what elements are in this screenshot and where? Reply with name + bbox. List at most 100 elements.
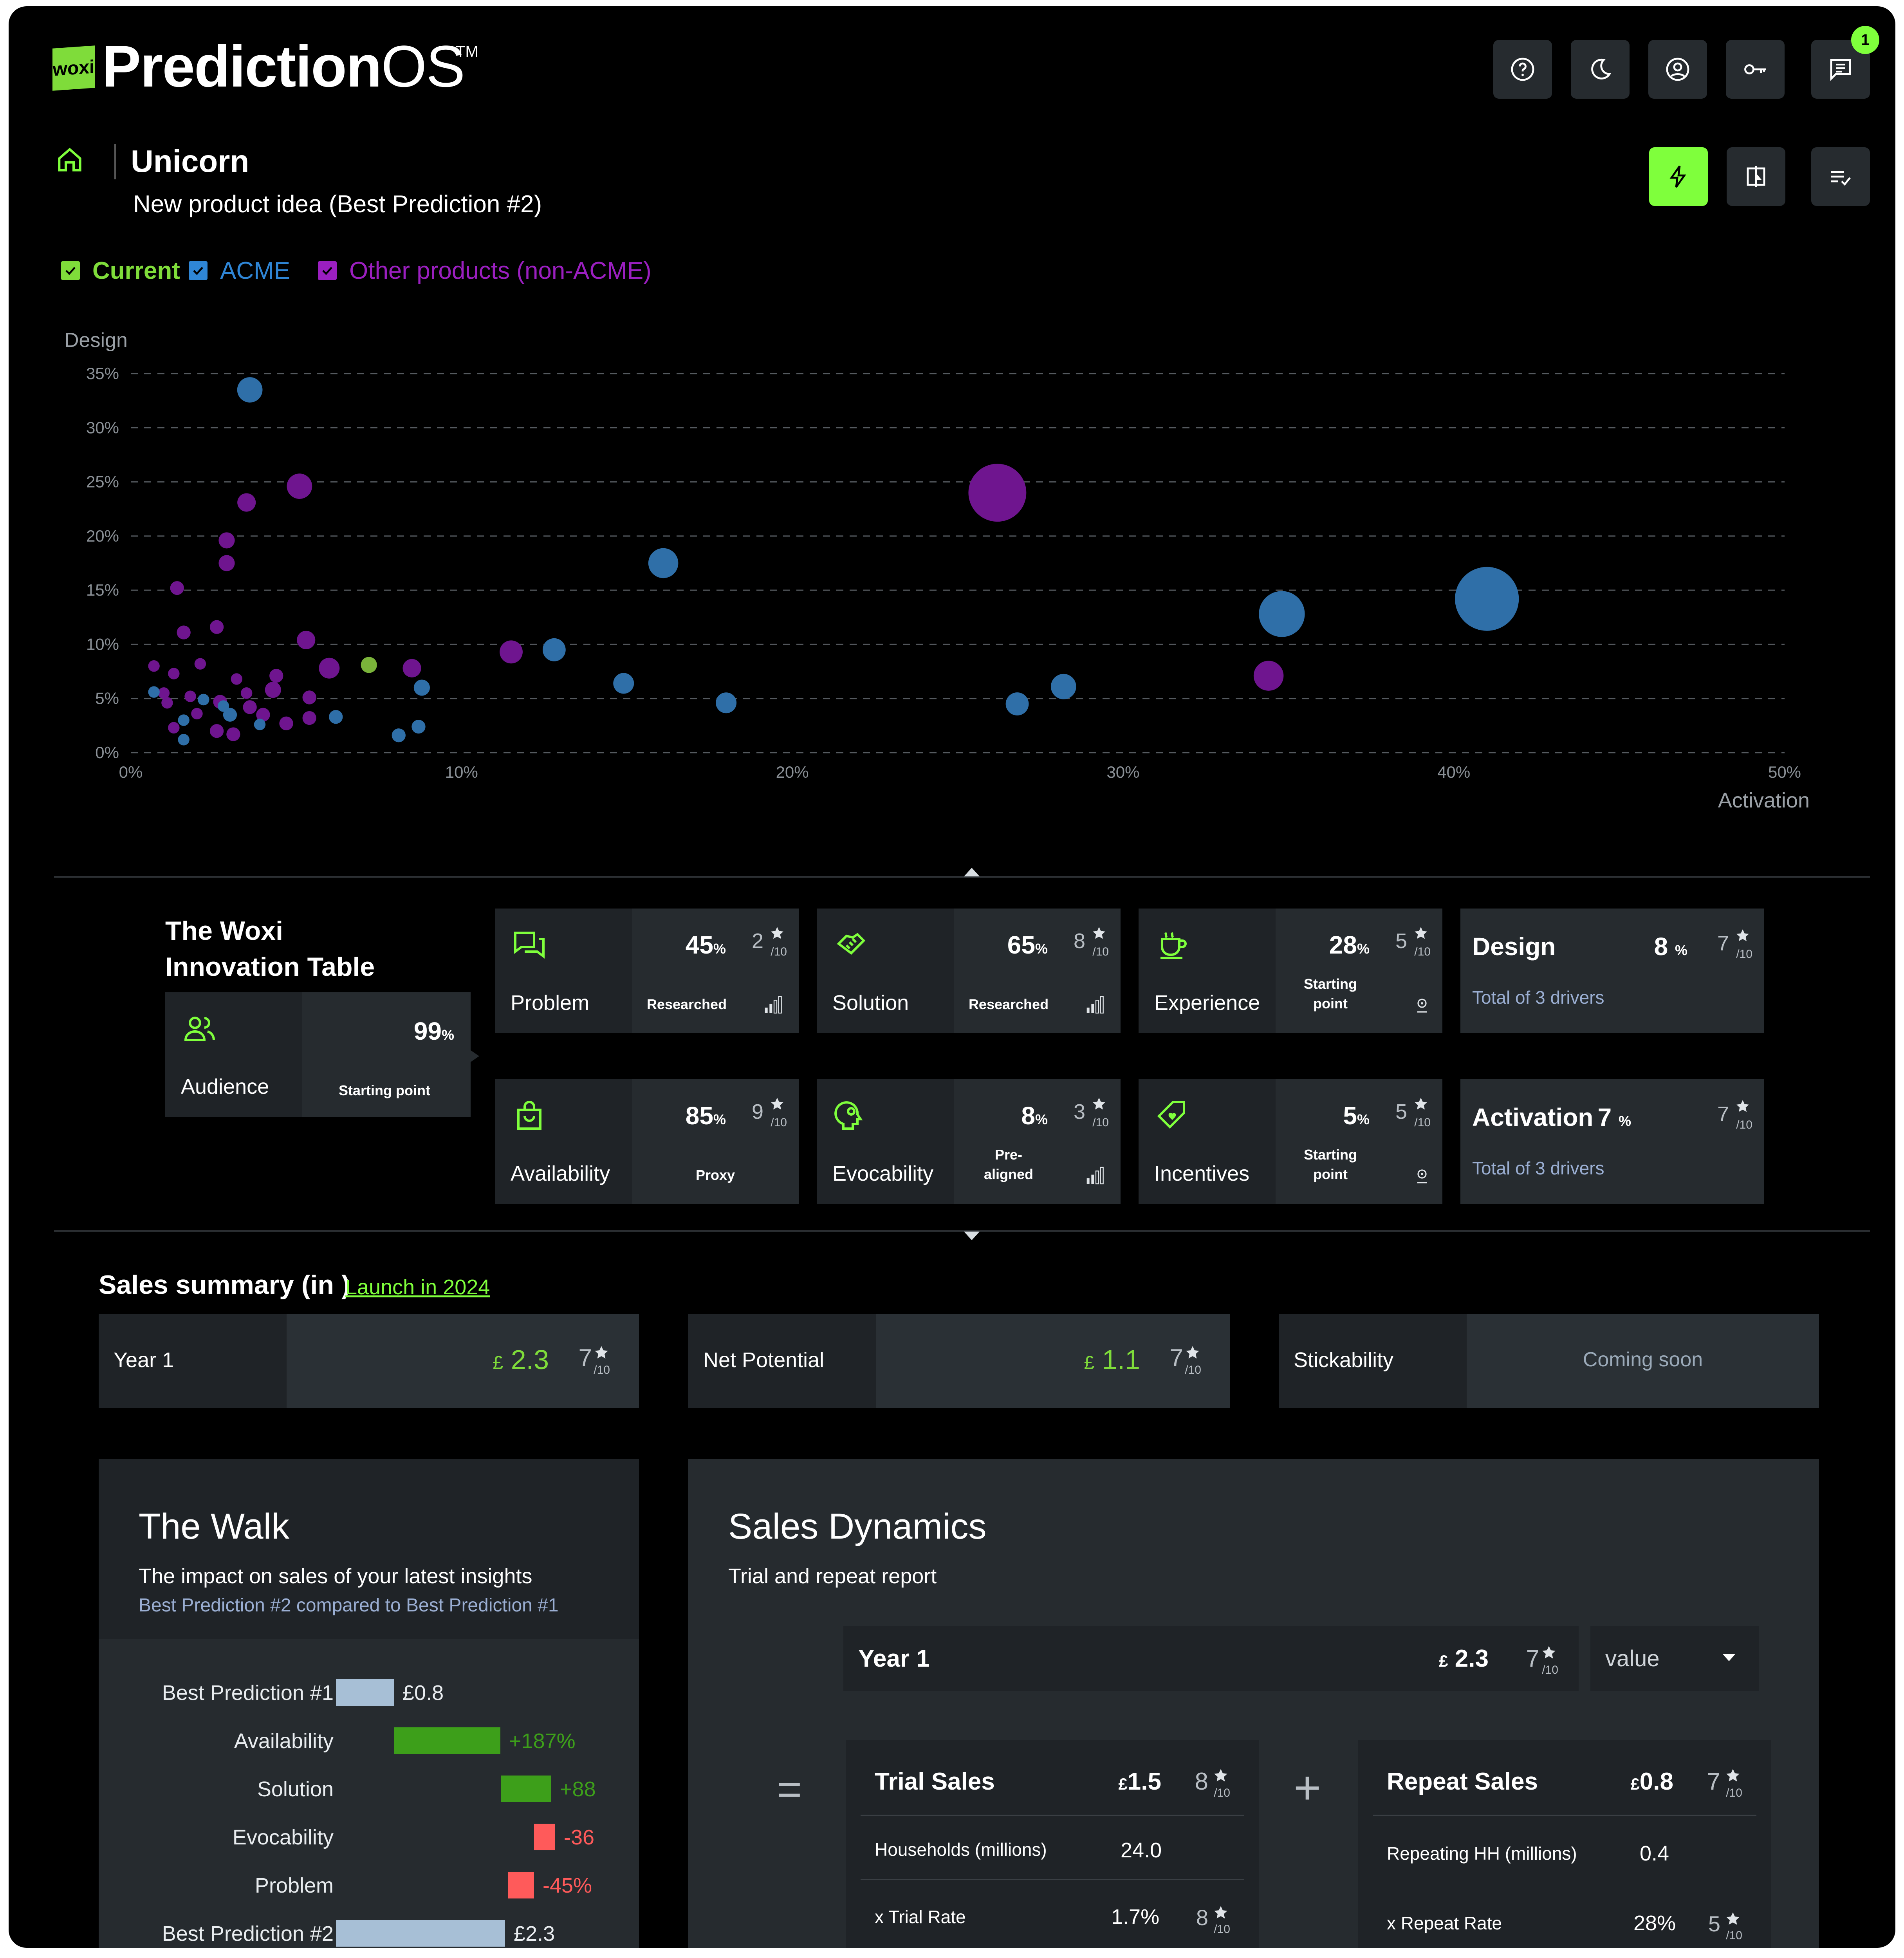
data-point: [254, 719, 266, 730]
data-point: [1005, 692, 1029, 715]
logo-trademark: TM: [456, 43, 478, 60]
card-left: [99, 1314, 287, 1408]
woxi-logo-mark: woxi: [52, 45, 95, 91]
signal-icon: [1082, 994, 1110, 1018]
data-point: [648, 548, 679, 578]
driver-card-activation[interactable]: Activation 7 % 7 /10 Total of 3 drivers: [1460, 1079, 1764, 1204]
walk-row-value: +187%: [509, 1729, 576, 1753]
summary-card-net-potential[interactable]: Net Potential £ 1.1 7 /10: [688, 1314, 1230, 1408]
legend-acme[interactable]: ACME: [189, 255, 290, 286]
y-tick-label: 25%: [86, 473, 119, 491]
compare-button[interactable]: [1727, 147, 1785, 206]
walk-bar: [336, 1920, 505, 1947]
arrow-right-icon: [471, 1050, 479, 1062]
title-line: The Woxi: [165, 916, 283, 946]
card-left: [165, 992, 302, 1117]
driver-card-problem[interactable]: Problem 45% 2 /10 Researched: [495, 909, 799, 1033]
data-point: [968, 464, 1027, 522]
project-title: Unicorn: [131, 144, 249, 179]
score-denominator: /10: [771, 1116, 787, 1129]
home-button[interactable]: [54, 144, 85, 175]
legend-other[interactable]: Other products (non-ACME): [318, 255, 652, 286]
equals-sign: =: [777, 1765, 802, 1813]
logo-bold: Prediction: [102, 33, 382, 99]
dynamics-title: Sales Dynamics: [728, 1506, 987, 1546]
trial-row-value: 24.0: [1121, 1839, 1162, 1862]
collapse-arrow-icon[interactable]: [964, 866, 980, 876]
card-percent: 65%: [1007, 930, 1048, 959]
driver-card-availability[interactable]: Availability 85% 9 /10 Proxy: [495, 1079, 799, 1204]
summary-card-year1[interactable]: Year 1 £ 2.3 7 /10: [99, 1314, 639, 1408]
currency: £: [1084, 1353, 1095, 1373]
card-tag: Researched: [646, 996, 727, 1012]
card-tag: Proxy: [695, 1167, 735, 1183]
summary-value: £ 2.3: [493, 1344, 549, 1375]
home-icon: [58, 148, 81, 172]
star-icon: [1726, 1769, 1740, 1782]
y-tick-label: 20%: [86, 527, 119, 545]
driver-card-evocability[interactable]: Evocability 8% 3 /10 Pre-aligned: [817, 1079, 1121, 1204]
card-left: [817, 1079, 954, 1204]
card-percent: 45%: [686, 930, 726, 959]
dark-mode-button[interactable]: [1571, 40, 1630, 99]
card-total: Total of 3 drivers: [1472, 1158, 1604, 1178]
data-point: [218, 532, 235, 549]
launch-link[interactable]: Launch in 2024: [345, 1275, 490, 1299]
data-point: [361, 657, 377, 673]
trial-sales-box: Trial Sales £1.5 8 /10 Households (milli…: [846, 1740, 1259, 1948]
account-button[interactable]: [1648, 40, 1707, 99]
data-point: [542, 638, 566, 661]
summary-label: Year 1: [114, 1348, 174, 1372]
walk-bar: [336, 1679, 394, 1706]
pct-unit: %: [713, 1111, 726, 1127]
card-score: 8: [1073, 929, 1085, 953]
collapse-arrow-icon[interactable]: [964, 1232, 980, 1242]
app-window: woxi PredictionOS TM 1 Unicorn New produ…: [9, 6, 1895, 1948]
data-point: [237, 377, 263, 403]
walk-row-value: £0.8: [402, 1681, 444, 1705]
data-point: [170, 581, 184, 595]
sales-dynamics-panel: Sales Dynamics Trial and repeat report Y…: [688, 1459, 1819, 1948]
data-point: [240, 687, 253, 699]
card-percent: 7 %: [1598, 1103, 1631, 1132]
value: 2.3: [1455, 1645, 1489, 1672]
value: 0.8: [1639, 1768, 1673, 1795]
legend-current[interactable]: Current: [61, 255, 180, 286]
star-icon: [1735, 1099, 1750, 1114]
driver-card-incentives[interactable]: Incentives 5% 5 /10 Starting point: [1139, 1079, 1442, 1204]
driver-card-solution[interactable]: Solution 65% 8 /10 Researched: [817, 909, 1121, 1033]
project-subtitle: New product idea (Best Prediction #2): [133, 191, 542, 218]
walk-row-label: Best Prediction #1: [162, 1681, 334, 1705]
walk-bar: [534, 1824, 555, 1850]
driver-card-design[interactable]: Design 8 % 7 /10 Total of 3 drivers: [1460, 909, 1764, 1033]
sales-summary-title: Sales summary (in ): [99, 1270, 350, 1300]
card-percent: 28%: [1329, 930, 1370, 959]
chat-icon: [514, 932, 545, 959]
summary-label: Net Potential: [703, 1348, 825, 1372]
data-point: [411, 719, 426, 734]
card-total: Total of 3 drivers: [1472, 987, 1604, 1008]
card-name: Activation: [1472, 1103, 1594, 1131]
checklist-button[interactable]: [1811, 147, 1870, 206]
trial-row-label: Households (millions): [875, 1839, 1047, 1860]
driver-card-experience[interactable]: Experience 28% 5 /10 Starting point: [1139, 909, 1442, 1033]
card-score: 5: [1395, 929, 1407, 953]
pct-value: 85: [685, 1102, 713, 1130]
card-left: [1139, 909, 1276, 1033]
walk-bar: [508, 1872, 534, 1898]
data-point: [716, 692, 737, 713]
summary-score: 7: [1170, 1344, 1183, 1372]
trial-row-label: x Trial Rate: [875, 1907, 966, 1927]
plus-sign: +: [1294, 1761, 1321, 1814]
checkbox-icon: [189, 261, 208, 280]
logo-mark-text: woxi: [52, 56, 95, 80]
measure-select[interactable]: value: [1590, 1626, 1759, 1691]
help-button[interactable]: [1493, 40, 1552, 99]
pct-unit: %: [1357, 1111, 1370, 1127]
audience-card[interactable]: Audience 99% Starting point: [165, 992, 471, 1117]
dynamics-subtitle: Trial and repeat report: [728, 1564, 937, 1588]
quick-action-button[interactable]: [1649, 147, 1708, 206]
key-button[interactable]: [1726, 40, 1785, 99]
data-point: [158, 687, 170, 699]
summary-card-stickability[interactable]: Stickability Coming soon: [1279, 1314, 1819, 1408]
